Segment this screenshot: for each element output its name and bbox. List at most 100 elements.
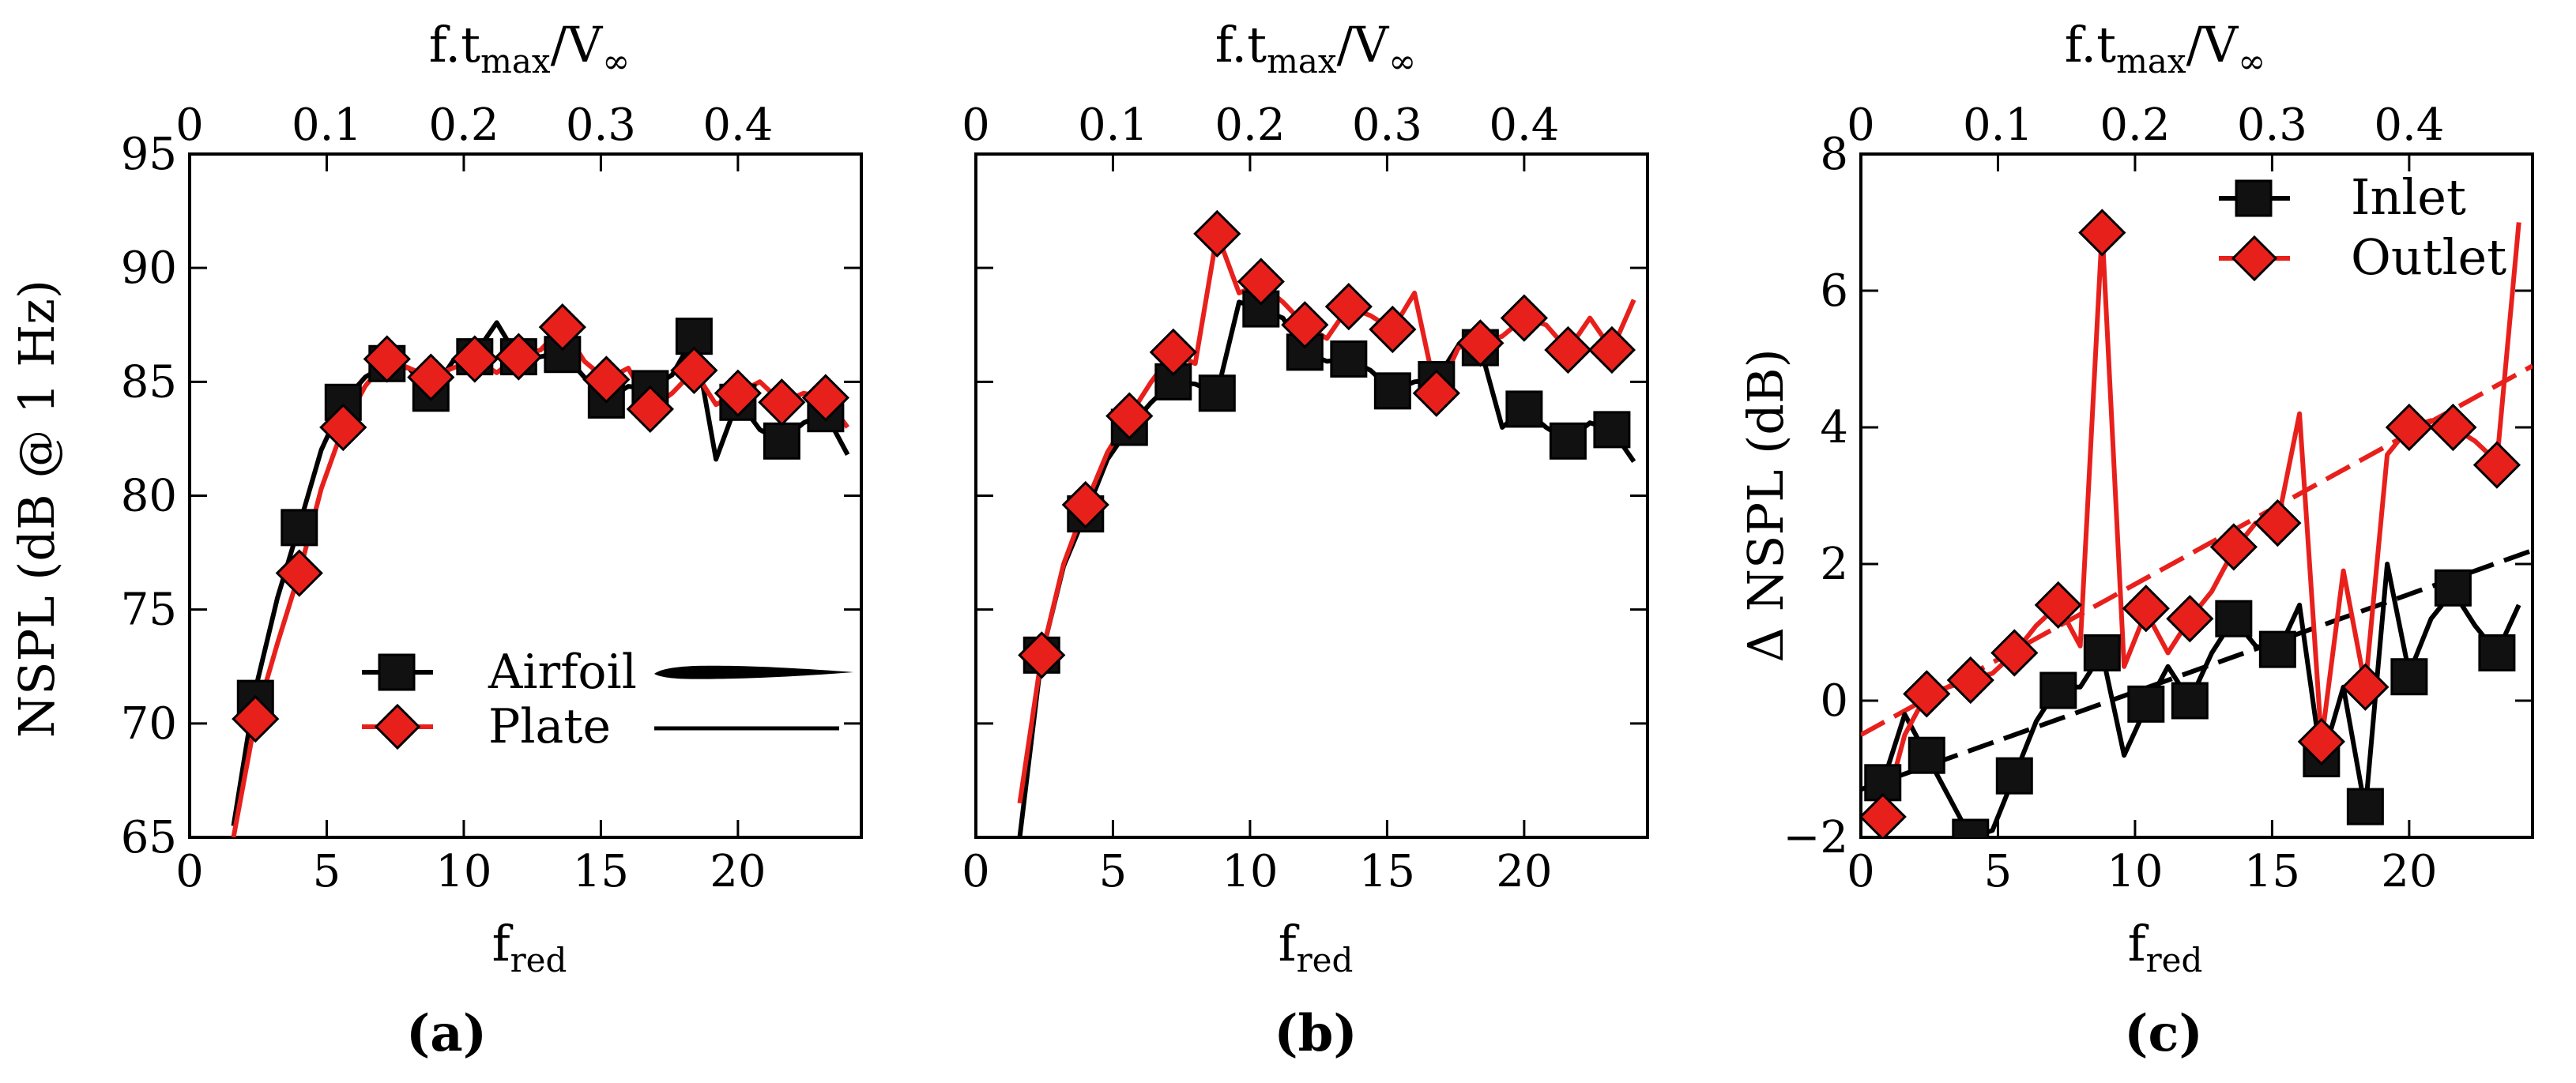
legend-plate-label: Plate — [488, 699, 611, 754]
x-tick-label: 10 — [1222, 846, 1278, 897]
x-tick-label: 0 — [175, 846, 204, 897]
marker-plate — [495, 333, 543, 381]
y-tick-label: 90 — [121, 243, 177, 294]
y-tick-label: 80 — [121, 471, 177, 522]
marker-outlet — [1061, 480, 1109, 529]
marker-inlet — [2434, 569, 2472, 607]
legend-airfoil-marker — [362, 653, 433, 691]
marker-inlet — [1908, 736, 1945, 774]
marker-outlet — [1018, 631, 1066, 679]
y-tick-label: 95 — [121, 129, 177, 180]
marker-inlet — [1373, 372, 1411, 410]
series-line-inlet — [1017, 299, 1636, 837]
x-tick-label: 20 — [2381, 846, 2437, 897]
top-x-tick-label: 0.2 — [2100, 100, 2170, 151]
top-x-tick-label: 0.3 — [1352, 100, 1422, 151]
marker-inlet — [1505, 390, 1543, 428]
x-tick-label: 20 — [710, 846, 766, 897]
y-tick-label: 70 — [121, 698, 177, 750]
top-x-tick-label: 0 — [175, 100, 204, 151]
marker-plate — [670, 346, 718, 395]
x-tick-label: 10 — [435, 846, 491, 897]
marker-plate — [319, 403, 367, 452]
marker-outlet — [2385, 403, 2433, 452]
marker-outlet — [2297, 717, 2345, 766]
top-x-tick-label: 0.1 — [1078, 100, 1148, 151]
top-x-tick-label: 0.2 — [428, 100, 499, 151]
top-axis-label-b: f.tmax/V∞ — [1215, 16, 1417, 81]
legend-plate-marker — [362, 703, 433, 750]
legend-outlet-label: Outlet — [2351, 228, 2506, 286]
top-x-tick-label: 0.2 — [1215, 100, 1285, 151]
marker-outlet — [2429, 403, 2477, 452]
top-x-tick-label: 0 — [962, 100, 990, 151]
marker-outlet — [1587, 325, 1636, 374]
marker-outlet — [1544, 325, 1592, 374]
marker-inlet — [2258, 630, 2296, 668]
marker-inlet — [2083, 634, 2121, 671]
marker-outlet — [1903, 670, 1951, 718]
marker-outlet — [1324, 283, 1373, 331]
panel-a: 0 5 10 15 20 0 0.1 0.2 0.3 0.4 65 70 75 80 85 90 95 NSPL… — [8, 16, 863, 1063]
legend-inlet-marker — [2219, 179, 2290, 217]
x-tick-label: 5 — [1099, 846, 1128, 897]
marker-inlet — [2215, 600, 2253, 637]
top-x-tick-label: 0.1 — [292, 100, 362, 151]
y-axis-label-c: Δ NSPL (dB) — [1737, 348, 1795, 662]
marker-plate — [582, 355, 631, 404]
x-tick-label: 15 — [1359, 846, 1415, 897]
panel-b: 0 5 10 15 20 0 0.1 0.2 0.3 0.4 fred f.tmax/V∞ (b) — [962, 16, 1649, 1063]
x-tick-label: 0 — [1847, 846, 1875, 897]
legend-inlet-label: Inlet — [2351, 168, 2466, 226]
marker-outlet — [2341, 663, 2390, 711]
plot-frame — [1859, 152, 2534, 839]
panel-label-c: (c) — [2124, 1004, 2203, 1063]
marker-inlet — [2478, 634, 2516, 671]
marker-inlet — [2039, 671, 2077, 709]
marker-outlet — [1149, 328, 1197, 376]
marker-inlet — [1242, 290, 1280, 328]
x-tick-label: 15 — [2244, 846, 2300, 897]
legend-airfoil-label: Airfoil — [488, 645, 637, 700]
marker-outlet — [1500, 294, 1548, 342]
x-axis-label-b: fred — [1279, 915, 1354, 980]
x-tick-label: 0 — [962, 846, 990, 897]
top-x-tick-label: 0.4 — [1489, 100, 1559, 151]
y-tick-label: 0 — [1820, 675, 1848, 727]
marker-plate — [714, 369, 762, 417]
y-tick-label: 85 — [121, 356, 177, 408]
data-layer — [1017, 209, 1636, 837]
y-tick-label: −2 — [1783, 812, 1848, 863]
marker-outlet — [2122, 585, 2170, 633]
marker-airfoil — [281, 509, 318, 547]
panel-label-b: (b) — [1274, 1004, 1357, 1063]
marker-inlet — [1330, 340, 1368, 378]
marker-plate — [801, 374, 850, 422]
marker-inlet — [1995, 757, 2033, 795]
marker-outlet — [2472, 441, 2521, 489]
marker-inlet — [2171, 682, 2209, 720]
y-axis-label-a: NSPL (dB @ 1 Hz) — [8, 280, 66, 738]
marker-outlet — [1105, 392, 1154, 440]
marker-inlet — [1593, 411, 1631, 449]
marker-outlet — [2078, 209, 2126, 257]
marker-outlet — [2209, 523, 2258, 571]
marker-inlet — [1549, 422, 1587, 460]
x-tick-label: 5 — [313, 846, 341, 897]
y-tick-label: 65 — [121, 812, 177, 863]
legend-outlet-marker — [2219, 235, 2290, 282]
marker-outlet — [2034, 581, 2082, 630]
x-tick-label: 5 — [1984, 846, 2013, 897]
y-tick-label: 2 — [1820, 539, 1848, 590]
marker-plate — [363, 335, 411, 383]
marker-outlet — [1281, 301, 1329, 349]
marker-outlet — [1237, 258, 1285, 306]
marker-plate — [626, 385, 674, 434]
y-tick-label: 75 — [121, 585, 177, 636]
legend-c: Inlet Outlet — [2219, 168, 2506, 286]
marker-outlet — [1861, 792, 1907, 837]
marker-plate — [450, 335, 499, 383]
series-line-outlet — [1880, 222, 2521, 818]
